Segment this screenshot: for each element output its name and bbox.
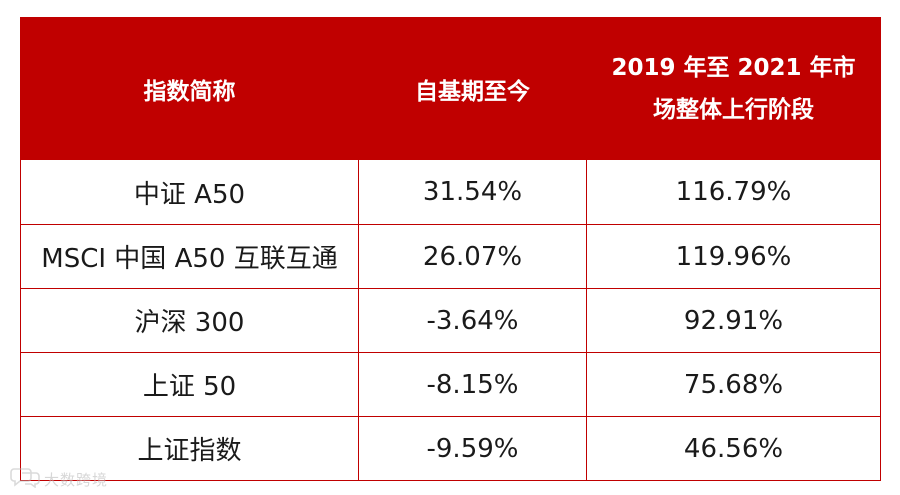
header-rally-line-1: 2019 年至 2021 年市 [611,54,856,81]
cell-index-name: 沪深 300 [20,288,359,353]
cell-rally: 46.56% [586,416,881,481]
watermark: 大数跨境 [10,466,108,492]
cell-rally: 119.96% [586,224,881,289]
header-rally-period: 2019 年至 2021 年市 场整体上行阶段 [586,17,881,160]
header-rally-line-2: 场整体上行阶段 [653,96,814,123]
table-row: 中证 A50 31.54% 116.79% [20,159,881,225]
cell-since-inception: 31.54% [358,159,587,225]
index-performance-table: 指数简称 自基期至今 2019 年至 2021 年市 场整体上行阶段 中证 A5… [20,17,881,481]
cell-index-name: 上证 50 [20,352,359,417]
cell-rally: 116.79% [586,159,881,225]
table-row: 上证 50 -8.15% 75.68% [20,352,881,417]
cell-rally: 75.68% [586,352,881,417]
cell-rally: 92.91% [586,288,881,353]
header-index-name: 指数简称 [20,17,359,160]
cell-index-name: 中证 A50 [20,159,359,225]
cell-since-inception: 26.07% [358,224,587,289]
table-body: 中证 A50 31.54% 116.79% MSCI 中国 A50 互联互通 2… [20,159,881,481]
header-row: 指数简称 自基期至今 2019 年至 2021 年市 场整体上行阶段 [20,17,881,160]
header-since-inception: 自基期至今 [358,17,587,160]
chat-bubble-logo-icon [10,466,40,492]
cell-since-inception: -9.59% [358,416,587,481]
table-row: MSCI 中国 A50 互联互通 26.07% 119.96% [20,224,881,289]
table-row: 沪深 300 -3.64% 92.91% [20,288,881,353]
cell-since-inception: -8.15% [358,352,587,417]
cell-since-inception: -3.64% [358,288,587,353]
table-header: 指数简称 自基期至今 2019 年至 2021 年市 场整体上行阶段 [20,17,881,160]
cell-index-name: 上证指数 [20,416,359,481]
cell-index-name: MSCI 中国 A50 互联互通 [20,224,359,289]
watermark-text: 大数跨境 [44,470,109,489]
table-row: 上证指数 -9.59% 46.56% [20,416,881,481]
